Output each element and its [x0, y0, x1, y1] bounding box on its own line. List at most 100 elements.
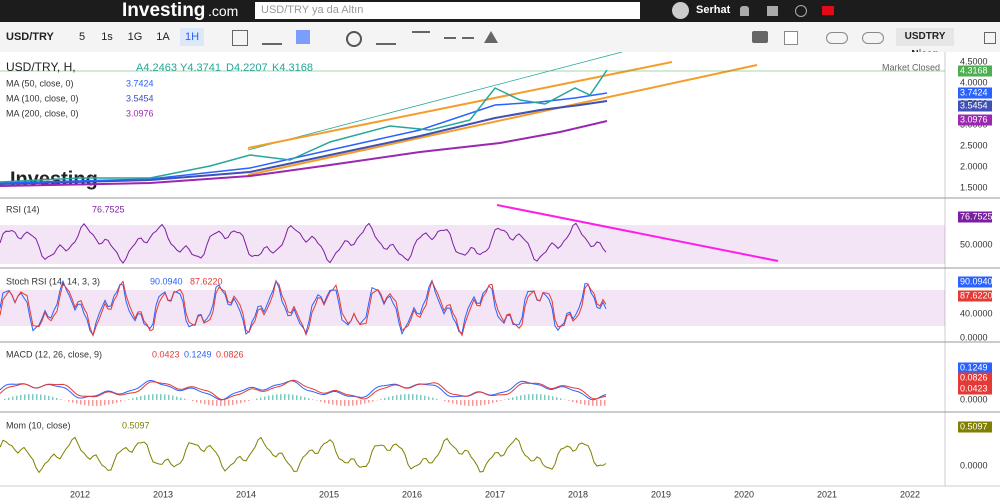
macd-histogram-bar	[492, 400, 494, 404]
indicator-value: 0.1249	[184, 349, 212, 359]
macd-histogram-bar	[496, 400, 498, 402]
symbol[interactable]: USD/TRY	[6, 31, 54, 43]
macd-histogram-bar	[160, 394, 162, 400]
year-label: 2016	[402, 489, 422, 499]
camera-icon[interactable]	[752, 31, 768, 43]
macd-histogram-bar	[524, 394, 526, 400]
macd-histogram-bar	[476, 400, 478, 406]
macd-histogram-bar	[596, 400, 598, 406]
interval-active[interactable]: 1H	[180, 28, 204, 46]
macd-histogram-bar	[88, 400, 90, 406]
price-candles	[0, 69, 608, 183]
color-icon[interactable]	[784, 31, 798, 45]
interval[interactable]: 5	[78, 31, 86, 43]
macd-histogram-bar	[140, 396, 142, 400]
macd-histogram-bar	[368, 400, 370, 403]
ma-label: MA (200, close, 0)	[6, 108, 79, 118]
cloud-upload-icon[interactable]	[862, 32, 884, 44]
macd-histogram-bar	[120, 400, 122, 402]
macd-histogram-bar	[12, 396, 14, 400]
macd-histogram-bar	[388, 396, 390, 400]
macd-histogram-bar	[340, 400, 342, 406]
redo-icon[interactable]	[462, 37, 474, 39]
undo-icon[interactable]	[444, 37, 456, 39]
price-badge	[958, 65, 992, 77]
macd-histogram-bar	[204, 400, 206, 405]
macd-histogram-bar	[372, 400, 374, 402]
macd-histogram-bar	[568, 400, 570, 401]
price-badge	[958, 100, 992, 112]
macd-histogram-bar	[84, 400, 86, 406]
price-badge	[958, 362, 992, 374]
macd-histogram-bar	[264, 396, 266, 400]
macd-histogram-bar	[352, 400, 354, 406]
tools-icon[interactable]	[296, 30, 310, 44]
macd-histogram-bar	[48, 395, 50, 400]
axis-label: 50.0000	[960, 239, 993, 249]
price-badge	[958, 290, 992, 302]
macd-histogram-bar	[560, 398, 562, 400]
macd-histogram-bar	[164, 394, 166, 400]
macd-histogram-bar	[312, 399, 314, 400]
flag-icon[interactable]	[822, 6, 834, 15]
badge-label: 87.6220	[960, 290, 993, 300]
indicator-value: 87.6220	[190, 276, 223, 286]
macd-histogram-bar	[300, 396, 302, 400]
avatar[interactable]	[672, 2, 689, 19]
macd-histogram-bar	[332, 400, 334, 405]
indicator-icon[interactable]	[262, 31, 282, 45]
toolbar: USD/TRY 5 1s 1G 1A 1H USDTRY Nisan	[0, 22, 1000, 60]
interval[interactable]: 1A	[156, 31, 170, 43]
ma100-line	[0, 100, 608, 185]
main-title: USD/TRY, H,	[6, 60, 76, 74]
year-label: 2020	[734, 489, 754, 499]
macd-histogram-bar	[216, 400, 218, 406]
axis-label: 40.0000	[960, 308, 993, 318]
macd-histogram-bar	[172, 395, 174, 400]
bell-icon[interactable]	[740, 6, 749, 16]
macd-histogram-bar	[404, 394, 406, 400]
interval[interactable]: 1s	[101, 31, 113, 43]
macd-histogram-bar	[36, 394, 38, 400]
macd-histogram-bar	[144, 395, 146, 400]
macd-histogram-bar	[104, 400, 106, 406]
price-badge	[958, 421, 992, 433]
interval[interactable]: 1G	[127, 31, 143, 43]
portfolio-icon[interactable]	[767, 6, 778, 16]
indicator-value: 0.0423	[152, 349, 180, 359]
oscillators	[0, 222, 607, 474]
macd-histogram-bar	[356, 400, 358, 406]
axis-label: 2.5000	[960, 140, 988, 150]
price-badge	[958, 383, 992, 395]
year-label: 2018	[568, 489, 588, 499]
badge-label: 90.0940	[960, 276, 993, 286]
compare-icon[interactable]	[412, 31, 430, 45]
year-label: 2014	[236, 489, 256, 499]
user-name[interactable]: Serhat	[696, 4, 731, 16]
macd-histogram-bar	[236, 400, 238, 405]
mom-line	[0, 436, 607, 474]
clock-icon[interactable]	[795, 5, 807, 17]
settings-icon[interactable]	[346, 31, 362, 47]
macd-histogram-bar	[56, 397, 58, 400]
macd-histogram-bar	[44, 395, 46, 400]
macd-histogram-bar	[16, 395, 18, 400]
chart-type-icon[interactable]	[232, 30, 248, 46]
macd-histogram-bar	[68, 400, 70, 402]
logo[interactable]: Investing	[122, 0, 206, 21]
price-badge	[958, 372, 992, 384]
macd-histogram-bar	[108, 400, 110, 405]
bars-icon[interactable]	[376, 31, 396, 45]
search-box[interactable]: USD/TRY ya da Altın	[255, 2, 640, 19]
macd-histogram-bar	[400, 394, 402, 400]
year-label: 2012	[70, 489, 90, 499]
macd-histogram-bar	[128, 399, 130, 400]
fullscreen-icon[interactable]	[984, 32, 996, 44]
ohlc-value: D4.2207	[226, 62, 268, 74]
macd-histogram-bar	[184, 398, 186, 400]
alert-icon[interactable]	[484, 31, 498, 43]
macd-histogram-bar	[324, 400, 326, 403]
contract[interactable]: USDTRY Nisan	[896, 28, 954, 60]
cloud-icon[interactable]	[826, 32, 848, 44]
